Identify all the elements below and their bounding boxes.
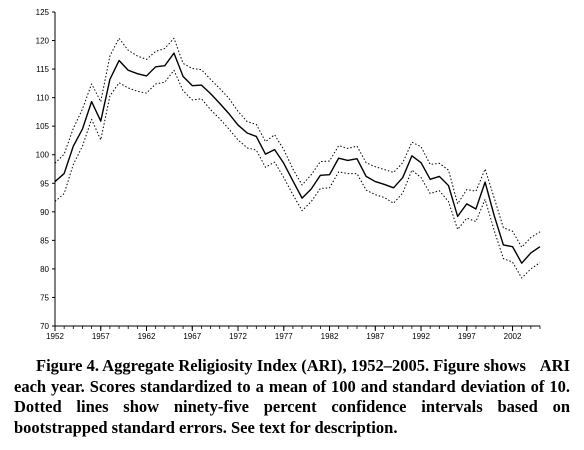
y-tick-label: 115	[36, 65, 49, 74]
x-tick-label: 1982	[321, 332, 339, 341]
x-tick-label: 1997	[458, 332, 476, 341]
x-tick-label: 1972	[229, 332, 247, 341]
x-tick-label: 1977	[275, 332, 293, 341]
y-tick-label: 70	[40, 322, 49, 331]
axes: 70 75 80 85 90 95 100 105 110 115 120 125 1952 1957 19…	[36, 8, 541, 341]
y-tick-label: 95	[40, 179, 49, 188]
x-tick-label: 1957	[92, 332, 110, 341]
ari-series-line	[54, 52, 541, 264]
x-tick-label: 1967	[183, 332, 201, 341]
caption-first-line: Figure 4. Aggregate Religiosity Index (A…	[36, 356, 526, 375]
x-tick-label: 2002	[504, 332, 522, 341]
caption-rest: ARI each year. Scores standardized to a …	[14, 356, 570, 437]
y-tick-label: 100	[36, 151, 50, 160]
x-tick-label: 1962	[138, 332, 156, 341]
y-tick-label: 80	[40, 265, 49, 274]
upper-ci-line	[54, 37, 541, 248]
y-tick-label: 120	[36, 37, 50, 46]
ari-line-chart: 70 75 80 85 90 95 100 105 110 115 120 125 1952 1957 19…	[36, 8, 541, 341]
x-tick-label: 1952	[46, 332, 64, 341]
y-tick-label: 125	[36, 8, 50, 17]
y-tick-label: 90	[40, 208, 49, 217]
y-tick-label: 85	[40, 236, 49, 245]
series-group	[54, 37, 541, 279]
x-tick-label: 1992	[412, 332, 430, 341]
y-tick-label: 110	[36, 94, 49, 103]
lower-ci-line	[54, 69, 541, 279]
y-tick-label: 75	[40, 293, 49, 302]
x-tick-label: 1987	[366, 332, 384, 341]
figure-caption: Figure 4. Aggregate Religiosity Index (A…	[14, 356, 570, 438]
y-tick-label: 105	[36, 122, 50, 131]
